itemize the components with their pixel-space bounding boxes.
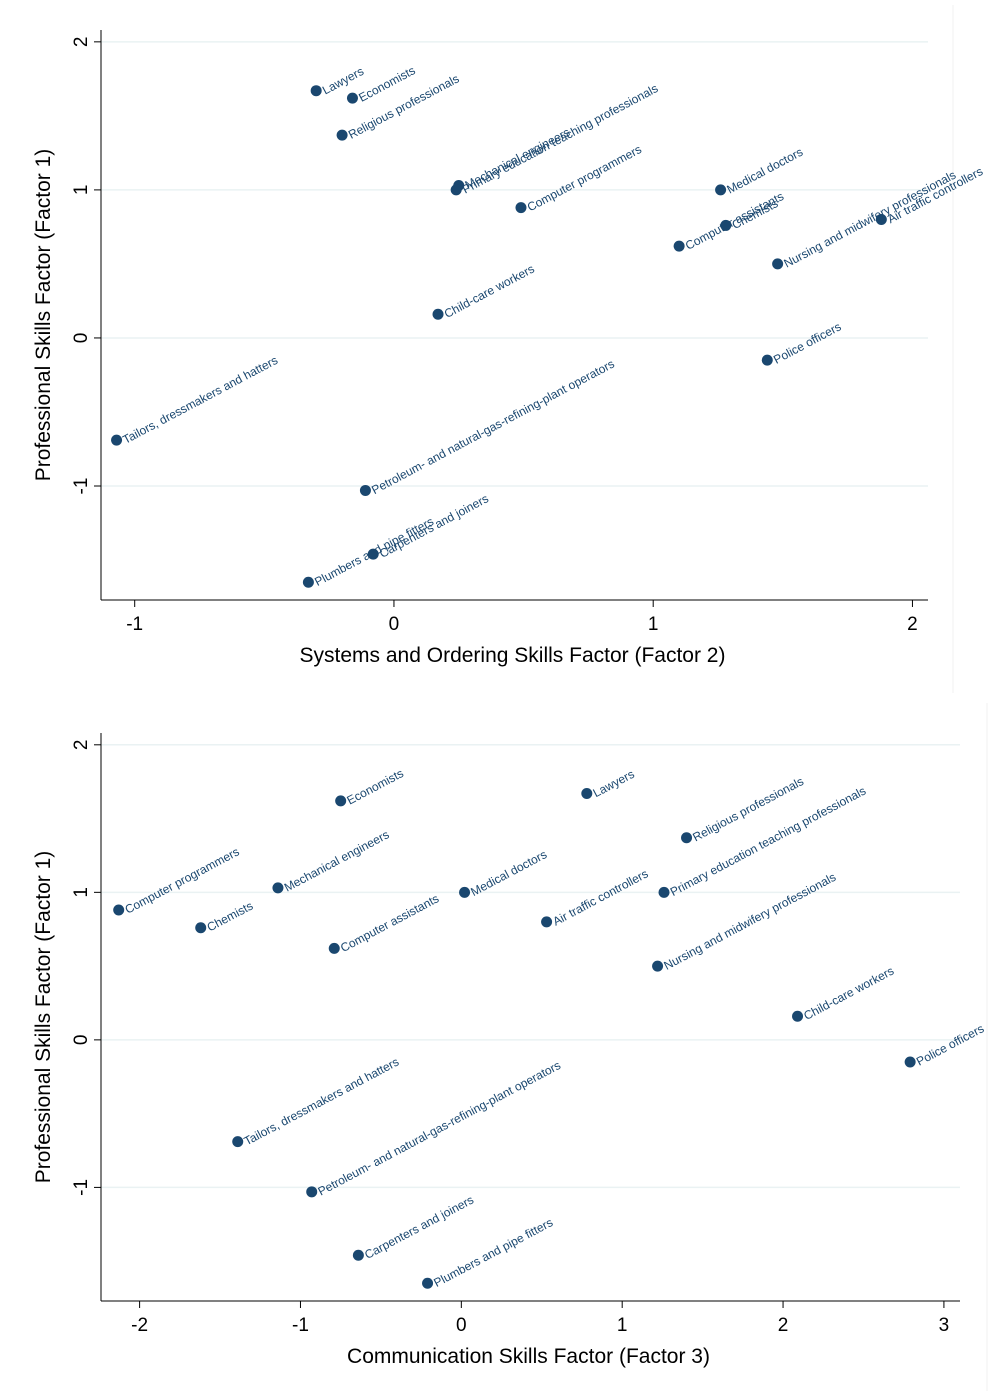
data-point xyxy=(367,548,379,560)
data-point-label: Primary education teaching professionals xyxy=(460,81,660,196)
x-axis-title: Communication Skills Factor (Factor 3) xyxy=(347,1345,710,1368)
data-point xyxy=(352,1249,364,1261)
data-point-label: Mechanical engineers xyxy=(282,827,392,894)
data-point xyxy=(422,1277,434,1289)
x-tick-label: 0 xyxy=(389,614,400,635)
data-point xyxy=(335,795,347,807)
data-point-label: Computer assistants xyxy=(338,891,441,955)
x-tick-label: -1 xyxy=(126,614,143,635)
chart-svg-factor2: -1 0 1 2 -1 0 1 2 Systems and Ordering Skills Fa… xyxy=(32,5,985,693)
data-point-label: Carpenters and joiners xyxy=(362,1193,476,1262)
data-point xyxy=(359,484,371,496)
data-point xyxy=(720,219,732,231)
x-tick-label: -2 xyxy=(131,1315,148,1336)
data-point xyxy=(432,308,444,320)
data-point xyxy=(346,92,358,104)
data-point-label: Nursing and midwifery professionals xyxy=(781,168,958,271)
y-tick-label: -1 xyxy=(71,478,92,495)
data-point xyxy=(792,1010,804,1022)
data-point-label: Police officers xyxy=(771,319,843,366)
scatter-chart-factor3: -1 0 1 2 -2 -1 0 1 2 3 Communication Skills Factor… xyxy=(0,698,996,1396)
data-point xyxy=(515,202,527,214)
data-point xyxy=(232,1136,244,1148)
data-point-label: Carpenters and joiners xyxy=(377,491,491,560)
data-point xyxy=(195,922,207,934)
x-tick-label: 2 xyxy=(778,1315,789,1336)
data-point-label: Economists xyxy=(345,766,406,807)
data-point-label: Medical doctors xyxy=(468,847,549,899)
y-tick-label: 1 xyxy=(71,887,92,898)
data-point xyxy=(336,129,348,141)
data-point-label: Tailors, dressmakers and hatters xyxy=(120,353,280,447)
x-tick-label: 3 xyxy=(939,1315,950,1336)
scatter-chart-factor2: -1 0 1 2 -1 0 1 2 Systems and Ordering Skills Fa… xyxy=(32,5,985,693)
data-point-label: Tailors, dressmakers and hatters xyxy=(242,1055,402,1149)
x-axis-title: Systems and Ordering Skills Factor (Fact… xyxy=(300,644,726,667)
data-point-label: Child-care workers xyxy=(801,964,896,1023)
data-point xyxy=(658,886,670,898)
data-point-label: Plumbers and pipe fitters xyxy=(431,1215,555,1290)
data-point-label: Child-care workers xyxy=(442,262,537,321)
data-point-label: Chemists xyxy=(205,899,256,935)
y-axis-title: Professional Skills Factor (Factor 1) xyxy=(32,149,55,482)
y-tick-label: 1 xyxy=(71,185,92,196)
x-tick-label: 0 xyxy=(456,1315,467,1336)
y-tick-label: 2 xyxy=(71,740,92,751)
y-tick-label: -1 xyxy=(71,1179,92,1196)
data-point xyxy=(772,258,784,270)
x-tick-label: 1 xyxy=(617,1315,628,1336)
y-tick-label: 0 xyxy=(71,333,92,344)
data-point-label: Medical doctors xyxy=(724,145,805,197)
data-point-label: Lawyers xyxy=(591,767,637,800)
data-point-label: Air traffic controllers xyxy=(550,866,650,928)
data-point xyxy=(111,434,123,446)
data-point xyxy=(302,576,314,588)
data-point xyxy=(306,1186,318,1198)
data-point xyxy=(904,1056,916,1068)
data-point xyxy=(450,184,462,196)
data-point xyxy=(328,942,340,954)
y-tick-label: 0 xyxy=(71,1035,92,1046)
x-tick-label: -1 xyxy=(292,1315,309,1336)
y-tick-label: 2 xyxy=(71,37,92,48)
x-tick-label: 1 xyxy=(648,614,659,635)
data-point xyxy=(272,882,284,894)
y-axis-title: Professional Skills Factor (Factor 1) xyxy=(32,851,55,1184)
data-point-label: Petroleum- and natural-gas-refining-plan… xyxy=(369,357,616,497)
x-tick-label: 2 xyxy=(907,614,918,635)
data-point xyxy=(113,904,125,916)
data-point xyxy=(310,85,322,97)
data-point xyxy=(875,214,887,226)
data-point xyxy=(459,886,471,898)
data-point xyxy=(681,832,693,844)
data-point xyxy=(673,240,685,252)
data-point-label: Computer programmers xyxy=(123,845,242,917)
chart-svg-factor3: -1 0 1 2 -2 -1 0 1 2 3 Communication Skills Factor… xyxy=(32,703,988,1391)
data-point xyxy=(652,960,664,972)
data-point xyxy=(761,354,773,366)
data-point xyxy=(715,184,727,196)
data-point-label: Police officers xyxy=(914,1021,986,1068)
data-point xyxy=(581,787,593,799)
data-point xyxy=(541,916,553,928)
